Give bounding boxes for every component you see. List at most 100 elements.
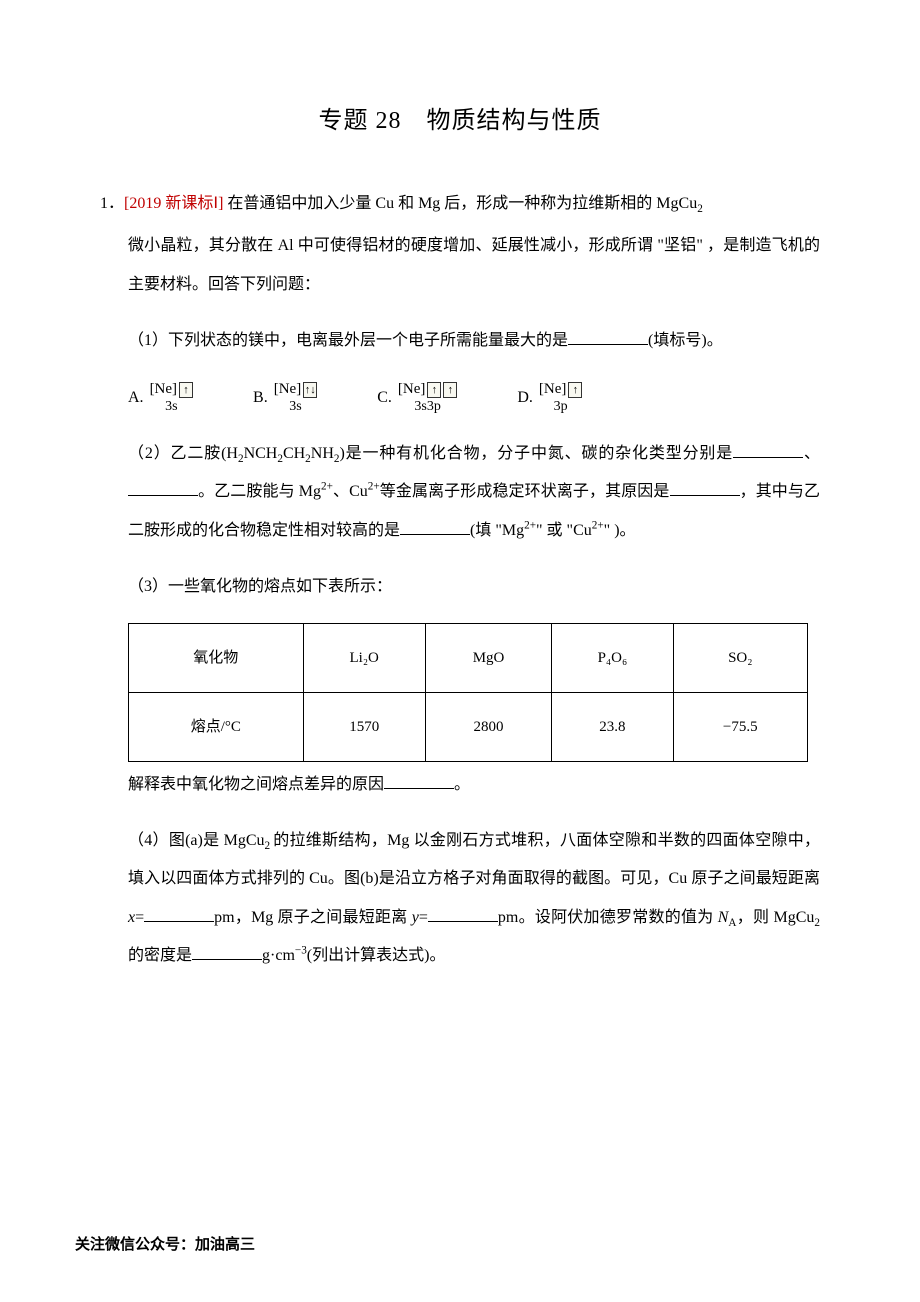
q1-p4: （4）图(a)是 MgCu2 的拉维斯结构，Mg 以金刚石方式堆积，八面体空隙和… bbox=[100, 822, 820, 976]
opt-b-label: B. bbox=[253, 379, 268, 417]
p2-t9: 等金属离子形成稳定环状离子，其原因是 bbox=[380, 483, 670, 500]
p4-var2: y bbox=[412, 909, 419, 926]
td-so2: SO₂ bbox=[673, 623, 807, 692]
opt-a-box1: ↑ bbox=[179, 382, 193, 398]
td-v2: 2800 bbox=[425, 692, 552, 761]
p2-blank2 bbox=[128, 480, 198, 496]
q1-stem-a-sub: 2 bbox=[697, 203, 703, 215]
p2-blank1 bbox=[733, 442, 803, 458]
p1-label: （1） bbox=[128, 332, 168, 349]
p1-tail: (填标号)。 bbox=[648, 332, 723, 349]
q1-p3: （3）一些氧化物的熔点如下表所示： bbox=[100, 568, 820, 606]
th-oxide: 氧化物 bbox=[129, 623, 304, 692]
option-d: D. [Ne]↑ 3p bbox=[517, 379, 582, 417]
p4-t10: (列出计算表达式)。 bbox=[307, 947, 446, 964]
p3-text: 一些氧化物的熔点如下表所示： bbox=[168, 578, 392, 595]
opt-a-sub: 3s bbox=[165, 400, 177, 414]
p1-text: 下列状态的镁中，电离最外层一个电子所需能量最大的是 bbox=[168, 332, 568, 349]
opt-c-label: C. bbox=[377, 379, 392, 417]
p3-label: （3） bbox=[128, 578, 168, 595]
option-b: B. [Ne]↑↓ 3s bbox=[253, 379, 317, 417]
p2-t4: NH bbox=[311, 445, 334, 462]
p2-t7: 。乙二胺能与 Mg bbox=[198, 483, 321, 500]
opt-a-label: A. bbox=[128, 379, 144, 417]
p4-sup1: −3 bbox=[295, 945, 307, 957]
option-c: C. [Ne]↑↑ 3s3p bbox=[377, 379, 457, 417]
p2-sup4: 2+ bbox=[592, 519, 604, 531]
p4-s2: 2 bbox=[814, 917, 820, 929]
p2-t6: 、 bbox=[803, 445, 820, 462]
p4-blank1 bbox=[144, 906, 214, 922]
p2-t13: " )。 bbox=[604, 522, 636, 539]
opt-c-box2: ↑ bbox=[443, 382, 457, 398]
p2-t5: )是一种有机化合物，分子中氮、碳的杂化类型分别是 bbox=[339, 445, 733, 462]
p3-after: 解释表中氧化物之间熔点差异的原因 。 bbox=[128, 766, 808, 804]
q1-source: [2019 新课标Ⅰ] bbox=[124, 195, 223, 212]
q1-number: 1． bbox=[100, 195, 124, 212]
td-v3: 23.8 bbox=[552, 692, 673, 761]
p2-t8: 、Cu bbox=[333, 483, 368, 500]
q1-stem-b: 微小晶粒，其分散在 Al 中可使得铝材的硬度增加、延展性减小，形成所谓 "坚铝"… bbox=[100, 227, 820, 304]
opt-c-box1: ↑ bbox=[427, 382, 441, 398]
q1-p2: （2）乙二胺(H2NCH2CH2NH2)是一种有机化合物，分子中氮、碳的杂化类型… bbox=[100, 435, 820, 550]
p4-t8: 的密度是 bbox=[128, 947, 192, 964]
options-row: A. [Ne]↑ 3s B. [Ne]↑↓ 3s C. [Ne]↑↑ 3s3p … bbox=[100, 379, 820, 417]
p4-blank3 bbox=[192, 944, 262, 960]
p4-t6: pm。设阿伏加德罗常数的值为 bbox=[498, 909, 718, 926]
p2-t1: 乙二胺(H bbox=[171, 445, 238, 462]
opt-d-ne: [Ne] bbox=[539, 382, 566, 397]
p4-label: （4） bbox=[128, 832, 169, 849]
p4-t3: = bbox=[135, 909, 144, 926]
p4-t9: g·cm bbox=[262, 947, 295, 964]
p3-after-text: 解释表中氧化物之间熔点差异的原因 bbox=[128, 776, 384, 793]
p2-blank4 bbox=[400, 519, 470, 535]
td-mgo: MgO bbox=[425, 623, 552, 692]
p4-t5: = bbox=[419, 909, 428, 926]
td-v1: 1570 bbox=[303, 692, 425, 761]
p1-blank bbox=[568, 329, 648, 345]
opt-a-orbital: [Ne]↑ 3s bbox=[150, 382, 193, 414]
p2-t12: " 或 "Cu bbox=[536, 522, 592, 539]
opt-a-ne: [Ne] bbox=[150, 382, 177, 397]
opt-d-box1: ↑ bbox=[568, 382, 582, 398]
td-v4: −75.5 bbox=[673, 692, 807, 761]
th-mp: 熔点/°C bbox=[129, 692, 304, 761]
oxide-table-wrap: 氧化物 Li₂O MgO P₄O₆ SO₂ 熔点/°C 1570 2800 23… bbox=[100, 623, 820, 804]
p2-t2: NCH bbox=[244, 445, 278, 462]
opt-c-ne: [Ne] bbox=[398, 382, 425, 397]
p4-blank2 bbox=[428, 906, 498, 922]
td-p4o6: P₄O₆ bbox=[552, 623, 673, 692]
footer-text: 关注微信公众号：加油高三 bbox=[75, 1233, 255, 1254]
p4-t4: pm，Mg 原子之间最短距离 bbox=[214, 909, 412, 926]
opt-b-sub: 3s bbox=[289, 400, 301, 414]
p2-t11: (填 "Mg bbox=[470, 522, 524, 539]
p4-t1: 图(a)是 MgCu bbox=[169, 832, 265, 849]
p3-after-tail: 。 bbox=[454, 776, 470, 793]
p4-s1: 2 bbox=[265, 840, 274, 852]
p2-sup2: 2+ bbox=[368, 481, 380, 493]
opt-d-orbital: [Ne]↑ 3p bbox=[539, 382, 582, 414]
p3-blank bbox=[384, 773, 454, 789]
p2-label: （2） bbox=[128, 445, 171, 462]
opt-b-ne: [Ne] bbox=[274, 382, 301, 397]
p2-sup3: 2+ bbox=[524, 519, 536, 531]
q1-stem-a: 在普通铝中加入少量 Cu 和 Mg 后，形成一种称为拉维斯相的 MgCu bbox=[223, 195, 697, 212]
opt-c-orbital: [Ne]↑↑ 3s3p bbox=[398, 382, 457, 414]
content-body: 1．[2019 新课标Ⅰ] 在普通铝中加入少量 Cu 和 Mg 后，形成一种称为… bbox=[100, 185, 820, 975]
option-a: A. [Ne]↑ 3s bbox=[128, 379, 193, 417]
p2-sup1: 2+ bbox=[321, 481, 333, 493]
p4-var3: N bbox=[718, 909, 729, 926]
oxide-table: 氧化物 Li₂O MgO P₄O₆ SO₂ 熔点/°C 1570 2800 23… bbox=[128, 623, 808, 762]
q1-p1: （1）下列状态的镁中，电离最外层一个电子所需能量最大的是 (填标号)。 bbox=[100, 322, 820, 360]
p4-t7: ，则 MgCu bbox=[737, 909, 815, 926]
p4-varsub: A bbox=[728, 917, 736, 929]
q1-stem: 1．[2019 新课标Ⅰ] 在普通铝中加入少量 Cu 和 Mg 后，形成一种称为… bbox=[100, 185, 820, 223]
opt-d-label: D. bbox=[517, 379, 533, 417]
table-row: 熔点/°C 1570 2800 23.8 −75.5 bbox=[129, 692, 808, 761]
opt-d-sub: 3p bbox=[554, 400, 568, 414]
opt-b-orbital: [Ne]↑↓ 3s bbox=[274, 382, 317, 414]
td-li2o: Li₂O bbox=[303, 623, 425, 692]
opt-c-sub: 3s3p bbox=[414, 400, 440, 414]
p2-blank3 bbox=[670, 480, 740, 496]
page-title: 专题 28 物质结构与性质 bbox=[100, 100, 820, 135]
